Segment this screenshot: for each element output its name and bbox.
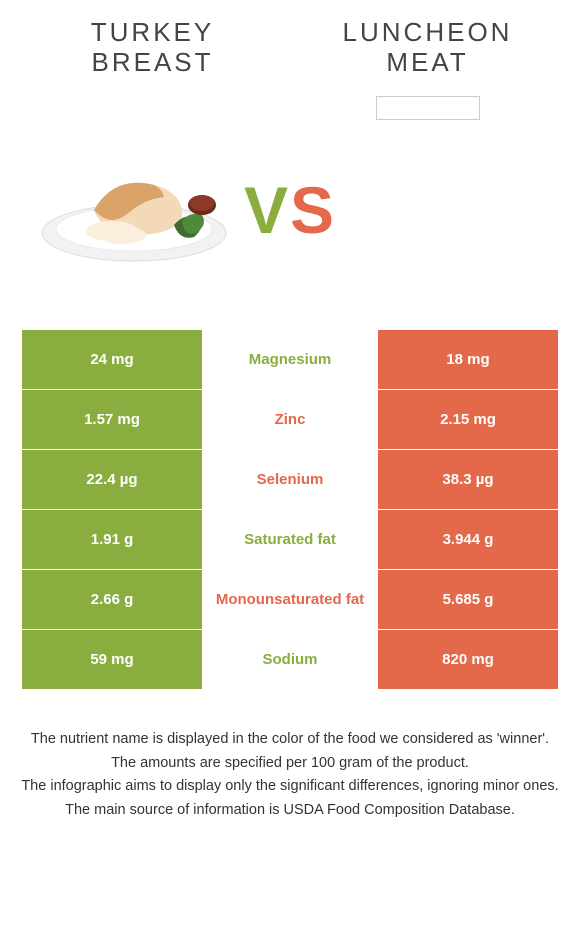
table-row: 1.57 mgZinc2.15 mg bbox=[22, 390, 558, 449]
table-row: 59 mgSodium820 mg bbox=[22, 630, 558, 689]
right-value: 5.685 g bbox=[378, 570, 558, 629]
image-placeholder bbox=[376, 96, 480, 120]
nutrient-name: Magnesium bbox=[202, 330, 378, 389]
vs-label: VS bbox=[244, 172, 336, 248]
nutrient-name: Zinc bbox=[202, 390, 378, 449]
nutrient-name: Saturated fat bbox=[202, 510, 378, 569]
note-line: The main source of information is USDA F… bbox=[20, 800, 560, 822]
vs-letter-left: V bbox=[244, 173, 290, 247]
nutrient-name: Monounsaturated fat bbox=[202, 570, 378, 629]
note-line: The infographic aims to display only the… bbox=[20, 776, 560, 798]
left-title-line1: TURKEY bbox=[91, 17, 214, 47]
vs-row: VS bbox=[0, 150, 580, 270]
right-value: 820 mg bbox=[378, 630, 558, 689]
right-title-line1: LUNCHEON bbox=[343, 17, 513, 47]
left-title-line2: BREAST bbox=[91, 47, 213, 77]
left-value: 59 mg bbox=[22, 630, 202, 689]
left-value: 24 mg bbox=[22, 330, 202, 389]
right-title-line2: MEAT bbox=[386, 47, 468, 77]
table-row: 24 mgMagnesium18 mg bbox=[22, 330, 558, 389]
table-row: 22.4 µgSelenium38.3 µg bbox=[22, 450, 558, 509]
left-value: 1.91 g bbox=[22, 510, 202, 569]
left-value: 2.66 g bbox=[22, 570, 202, 629]
table-row: 2.66 gMonounsaturated fat5.685 g bbox=[22, 570, 558, 629]
right-value: 3.944 g bbox=[378, 510, 558, 569]
notes: The nutrient name is displayed in the co… bbox=[0, 729, 580, 822]
note-line: The nutrient name is displayed in the co… bbox=[20, 729, 560, 751]
left-title: TURKEY BREAST bbox=[40, 18, 265, 120]
left-food-image bbox=[34, 150, 234, 270]
header: TURKEY BREAST LUNCHEON MEAT bbox=[0, 0, 580, 120]
left-value: 1.57 mg bbox=[22, 390, 202, 449]
right-value: 18 mg bbox=[378, 330, 558, 389]
note-line: The amounts are specified per 100 gram o… bbox=[20, 753, 560, 775]
table-row: 1.91 gSaturated fat3.944 g bbox=[22, 510, 558, 569]
right-value: 38.3 µg bbox=[378, 450, 558, 509]
nutrient-name: Selenium bbox=[202, 450, 378, 509]
nutrient-table: 24 mgMagnesium18 mg1.57 mgZinc2.15 mg22.… bbox=[22, 330, 558, 689]
right-title: LUNCHEON MEAT bbox=[315, 18, 540, 120]
left-value: 22.4 µg bbox=[22, 450, 202, 509]
plate-icon bbox=[34, 155, 234, 265]
vs-letter-right: S bbox=[290, 173, 336, 247]
nutrient-name: Sodium bbox=[202, 630, 378, 689]
right-food-image bbox=[346, 150, 546, 270]
right-value: 2.15 mg bbox=[378, 390, 558, 449]
